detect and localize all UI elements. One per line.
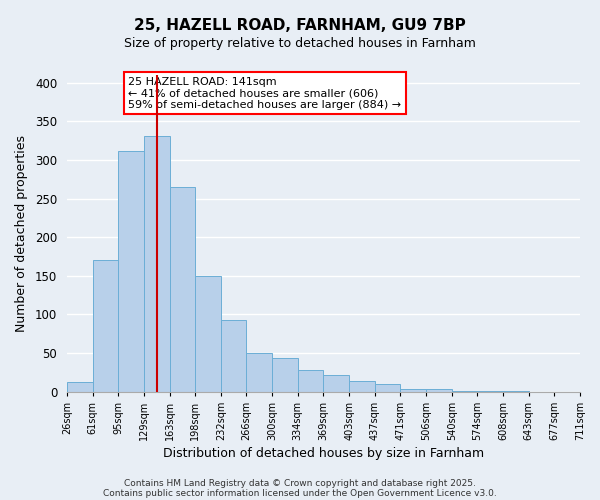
Bar: [92, 260, 118, 392]
Bar: [478, 391, 503, 392]
Bar: [323, 376, 349, 392]
Bar: [349, 381, 375, 392]
Bar: [221, 320, 247, 392]
Text: Contains HM Land Registry data © Crown copyright and database right 2025.: Contains HM Land Registry data © Crown c…: [124, 478, 476, 488]
Bar: [426, 390, 452, 392]
Bar: [272, 358, 298, 392]
Bar: [118, 152, 144, 392]
X-axis label: Distribution of detached houses by size in Farnham: Distribution of detached houses by size …: [163, 447, 484, 460]
Bar: [67, 382, 92, 392]
Y-axis label: Number of detached properties: Number of detached properties: [15, 135, 28, 332]
Text: 25 HAZELL ROAD: 141sqm
← 41% of detached houses are smaller (606)
59% of semi-de: 25 HAZELL ROAD: 141sqm ← 41% of detached…: [128, 76, 401, 110]
Text: 25, HAZELL ROAD, FARNHAM, GU9 7BP: 25, HAZELL ROAD, FARNHAM, GU9 7BP: [134, 18, 466, 32]
Text: Size of property relative to detached houses in Farnham: Size of property relative to detached ho…: [124, 38, 476, 51]
Bar: [503, 391, 529, 392]
Bar: [195, 276, 221, 392]
Bar: [298, 370, 323, 392]
Bar: [170, 187, 195, 392]
Text: Contains public sector information licensed under the Open Government Licence v3: Contains public sector information licen…: [103, 488, 497, 498]
Bar: [452, 391, 478, 392]
Bar: [247, 353, 272, 392]
Bar: [400, 390, 426, 392]
Bar: [144, 136, 170, 392]
Bar: [375, 384, 400, 392]
